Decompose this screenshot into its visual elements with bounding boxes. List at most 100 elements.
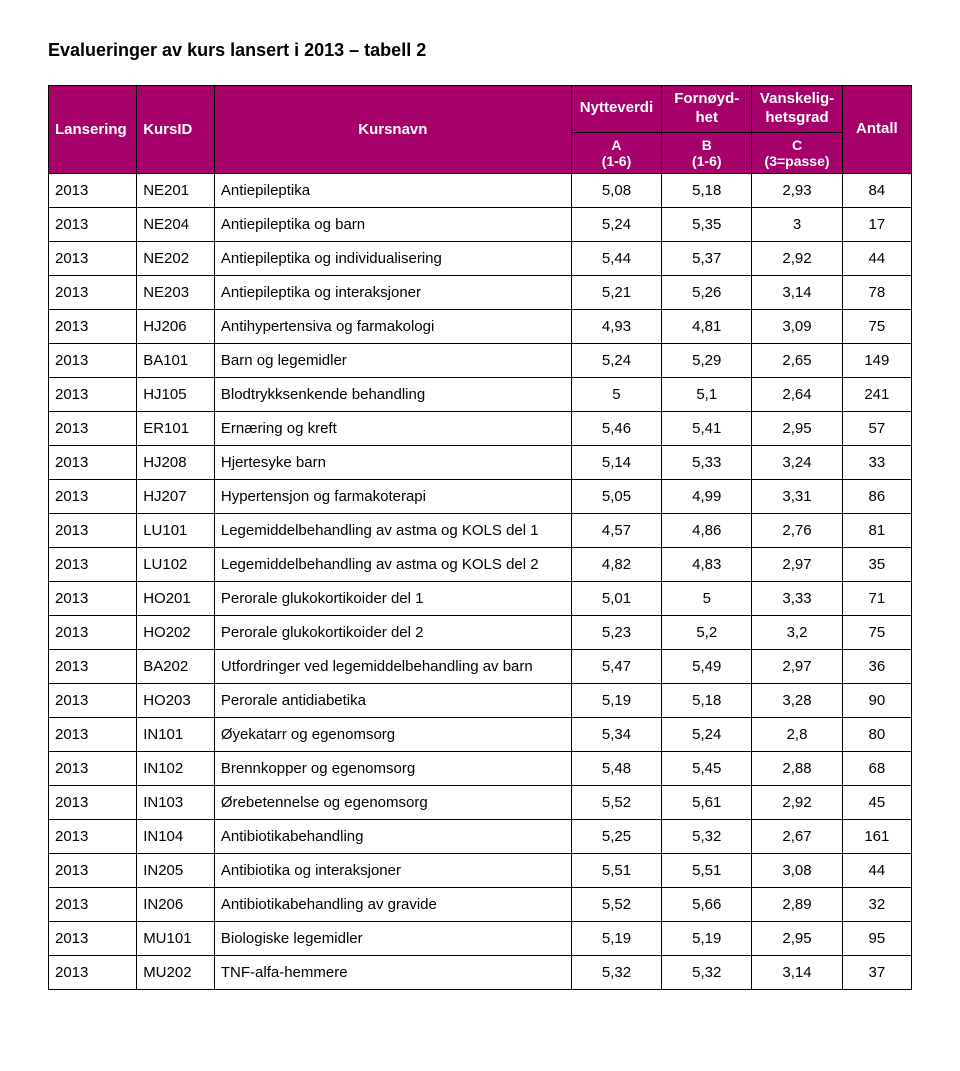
cell-kursid: HJ207 bbox=[137, 479, 215, 513]
cell-c: 3,2 bbox=[752, 615, 842, 649]
cell-lansering: 2013 bbox=[49, 377, 137, 411]
cell-kursid: LU102 bbox=[137, 547, 215, 581]
table-row: 2013IN102Brennkopper og egenomsorg5,485,… bbox=[49, 751, 912, 785]
cell-a: 4,82 bbox=[571, 547, 661, 581]
cell-c: 2,76 bbox=[752, 513, 842, 547]
cell-a: 5,46 bbox=[571, 411, 661, 445]
cell-b: 5,26 bbox=[662, 275, 752, 309]
page-title: Evalueringer av kurs lansert i 2013 – ta… bbox=[48, 40, 912, 61]
cell-a: 5,08 bbox=[571, 173, 661, 207]
cell-b: 5,32 bbox=[662, 955, 752, 989]
cell-antall: 33 bbox=[842, 445, 911, 479]
cell-kursid: HO203 bbox=[137, 683, 215, 717]
cell-b: 5,29 bbox=[662, 343, 752, 377]
cell-lansering: 2013 bbox=[49, 513, 137, 547]
cell-kursnavn: Øyekatarr og egenomsorg bbox=[214, 717, 571, 751]
cell-antall: 36 bbox=[842, 649, 911, 683]
cell-kursid: BA101 bbox=[137, 343, 215, 377]
cell-antall: 75 bbox=[842, 615, 911, 649]
cell-c: 2,89 bbox=[752, 887, 842, 921]
cell-a: 5,32 bbox=[571, 955, 661, 989]
cell-lansering: 2013 bbox=[49, 717, 137, 751]
cell-b: 5,41 bbox=[662, 411, 752, 445]
cell-antall: 68 bbox=[842, 751, 911, 785]
cell-antall: 37 bbox=[842, 955, 911, 989]
cell-c: 3,09 bbox=[752, 309, 842, 343]
cell-kursid: HJ105 bbox=[137, 377, 215, 411]
cell-lansering: 2013 bbox=[49, 445, 137, 479]
cell-antall: 161 bbox=[842, 819, 911, 853]
cell-lansering: 2013 bbox=[49, 615, 137, 649]
cell-lansering: 2013 bbox=[49, 955, 137, 989]
cell-c: 2,65 bbox=[752, 343, 842, 377]
cell-lansering: 2013 bbox=[49, 581, 137, 615]
cell-kursnavn: Antibiotikabehandling av gravide bbox=[214, 887, 571, 921]
table-row: 2013IN104Antibiotikabehandling5,255,322,… bbox=[49, 819, 912, 853]
cell-lansering: 2013 bbox=[49, 887, 137, 921]
cell-kursid: MU101 bbox=[137, 921, 215, 955]
cell-b: 5,45 bbox=[662, 751, 752, 785]
cell-kursnavn: Perorale antidiabetika bbox=[214, 683, 571, 717]
cell-kursid: IN205 bbox=[137, 853, 215, 887]
cell-kursid: NE201 bbox=[137, 173, 215, 207]
cell-antall: 80 bbox=[842, 717, 911, 751]
table-row: 2013BA101Barn og legemidler5,245,292,651… bbox=[49, 343, 912, 377]
cell-lansering: 2013 bbox=[49, 173, 137, 207]
cell-lansering: 2013 bbox=[49, 921, 137, 955]
cell-c: 3,14 bbox=[752, 955, 842, 989]
cell-a: 5,25 bbox=[571, 819, 661, 853]
cell-antall: 81 bbox=[842, 513, 911, 547]
cell-kursnavn: Antibiotika og interaksjoner bbox=[214, 853, 571, 887]
cell-a: 5,05 bbox=[571, 479, 661, 513]
table-row: 2013IN205Antibiotika og interaksjoner5,5… bbox=[49, 853, 912, 887]
cell-b: 4,81 bbox=[662, 309, 752, 343]
cell-antall: 32 bbox=[842, 887, 911, 921]
cell-b: 5,35 bbox=[662, 207, 752, 241]
cell-antall: 44 bbox=[842, 241, 911, 275]
table-row: 2013HO202Perorale glukokortikoider del 2… bbox=[49, 615, 912, 649]
cell-lansering: 2013 bbox=[49, 241, 137, 275]
cell-kursid: IN104 bbox=[137, 819, 215, 853]
cell-antall: 45 bbox=[842, 785, 911, 819]
table-row: 2013IN101Øyekatarr og egenomsorg5,345,24… bbox=[49, 717, 912, 751]
cell-c: 3 bbox=[752, 207, 842, 241]
col-lansering: Lansering bbox=[49, 86, 137, 174]
cell-b: 5,18 bbox=[662, 173, 752, 207]
table-row: 2013IN206Antibiotikabehandling av gravid… bbox=[49, 887, 912, 921]
cell-b: 5,32 bbox=[662, 819, 752, 853]
cell-antall: 149 bbox=[842, 343, 911, 377]
col-fornoydhet: Fornøyd-het bbox=[662, 86, 752, 133]
cell-antall: 86 bbox=[842, 479, 911, 513]
col-sub-c: C(3=passe) bbox=[752, 132, 842, 173]
cell-b: 5,51 bbox=[662, 853, 752, 887]
cell-c: 3,08 bbox=[752, 853, 842, 887]
cell-a: 5,52 bbox=[571, 887, 661, 921]
cell-lansering: 2013 bbox=[49, 207, 137, 241]
cell-a: 4,57 bbox=[571, 513, 661, 547]
cell-c: 2,97 bbox=[752, 547, 842, 581]
cell-antall: 75 bbox=[842, 309, 911, 343]
cell-b: 5 bbox=[662, 581, 752, 615]
evaluation-table: Lansering KursID Kursnavn Nytteverdi For… bbox=[48, 85, 912, 990]
cell-kursid: LU101 bbox=[137, 513, 215, 547]
cell-kursnavn: Brennkopper og egenomsorg bbox=[214, 751, 571, 785]
cell-kursnavn: Antihypertensiva og farmakologi bbox=[214, 309, 571, 343]
cell-kursid: MU202 bbox=[137, 955, 215, 989]
cell-lansering: 2013 bbox=[49, 819, 137, 853]
cell-c: 2,93 bbox=[752, 173, 842, 207]
cell-a: 5,34 bbox=[571, 717, 661, 751]
cell-b: 5,66 bbox=[662, 887, 752, 921]
cell-kursnavn: Antiepileptika og individualisering bbox=[214, 241, 571, 275]
cell-kursid: IN102 bbox=[137, 751, 215, 785]
cell-lansering: 2013 bbox=[49, 683, 137, 717]
cell-kursnavn: TNF-alfa-hemmere bbox=[214, 955, 571, 989]
cell-b: 5,61 bbox=[662, 785, 752, 819]
cell-lansering: 2013 bbox=[49, 547, 137, 581]
table-row: 2013LU101Legemiddelbehandling av astma o… bbox=[49, 513, 912, 547]
cell-kursnavn: Hypertensjon og farmakoterapi bbox=[214, 479, 571, 513]
cell-a: 5,51 bbox=[571, 853, 661, 887]
cell-kursid: NE203 bbox=[137, 275, 215, 309]
cell-kursid: NE202 bbox=[137, 241, 215, 275]
cell-lansering: 2013 bbox=[49, 785, 137, 819]
cell-kursnavn: Ernæring og kreft bbox=[214, 411, 571, 445]
